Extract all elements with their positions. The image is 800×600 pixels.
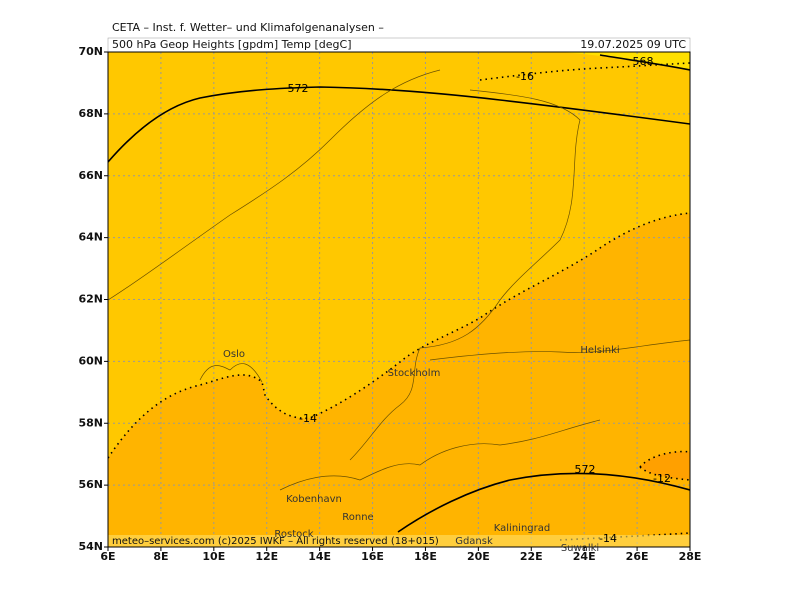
city-label: Helsinki: [580, 345, 619, 356]
map-title: CETA – Inst. f. Wetter– und Klimafolgena…: [112, 21, 384, 34]
lon-label: 16E: [361, 550, 384, 563]
height-zone-high: [560, 52, 690, 70]
lon-label: 18E: [414, 550, 437, 563]
contour-label: 568: [633, 55, 654, 68]
lon-label: 28E: [679, 550, 702, 563]
lon-label: 22E: [520, 550, 543, 563]
lat-label: 66N: [78, 169, 103, 182]
lon-label: 26E: [626, 550, 649, 563]
copyright-footer: meteo–services.com (c)2025 IWKF – All ri…: [112, 536, 439, 547]
valid-time: 19.07.2025 09 UTC: [580, 38, 686, 51]
height-contour: [397, 472, 690, 533]
city-label: Oslo: [223, 349, 245, 360]
temp-contour: [639, 450, 690, 481]
lat-label: 64N: [78, 231, 103, 244]
lon-label: 14E: [308, 550, 331, 563]
temp-zone-warmest: [640, 451, 690, 480]
contour-label: 572: [288, 82, 309, 95]
city-label: Kobenhavn: [286, 494, 342, 505]
contour-label: -14: [299, 412, 317, 425]
height-contour: [108, 86, 690, 163]
temp-zone-warm: [108, 213, 690, 547]
lat-label: 70N: [78, 45, 103, 58]
map-area: [108, 52, 690, 547]
contour-label: -12: [653, 472, 671, 485]
footer-band: [108, 535, 690, 547]
lat-label: 62N: [78, 293, 103, 306]
city-label: Suwalki: [561, 543, 599, 554]
contour-label: 572: [575, 463, 596, 476]
lon-label: 10E: [202, 550, 225, 563]
city-label: Ronne: [342, 512, 373, 523]
city-label: Kaliningrad: [494, 523, 550, 534]
lon-label: 20E: [467, 550, 490, 563]
city-label: Rostock: [274, 529, 313, 540]
city-label: Stockholm: [388, 368, 441, 379]
lat-label: 58N: [78, 416, 103, 429]
coastline: [108, 69, 690, 491]
contour-label: -14: [599, 532, 617, 545]
city-label: Gdansk: [455, 536, 493, 547]
lat-label: 56N: [78, 478, 103, 491]
lat-label: 68N: [78, 107, 103, 120]
lat-label: 54N: [78, 540, 103, 553]
contour-label: -16: [516, 70, 534, 83]
lat-label: 60N: [78, 354, 103, 367]
lon-label: 6E: [100, 550, 115, 563]
graticule: [108, 52, 690, 547]
lon-label: 8E: [153, 550, 168, 563]
height-contour: [599, 54, 690, 71]
map-subtitle: 500 hPa Geop Heights [gpdm] Temp [degC]: [112, 38, 351, 51]
lon-label: 12E: [255, 550, 278, 563]
lon-label: 24E: [573, 550, 596, 563]
